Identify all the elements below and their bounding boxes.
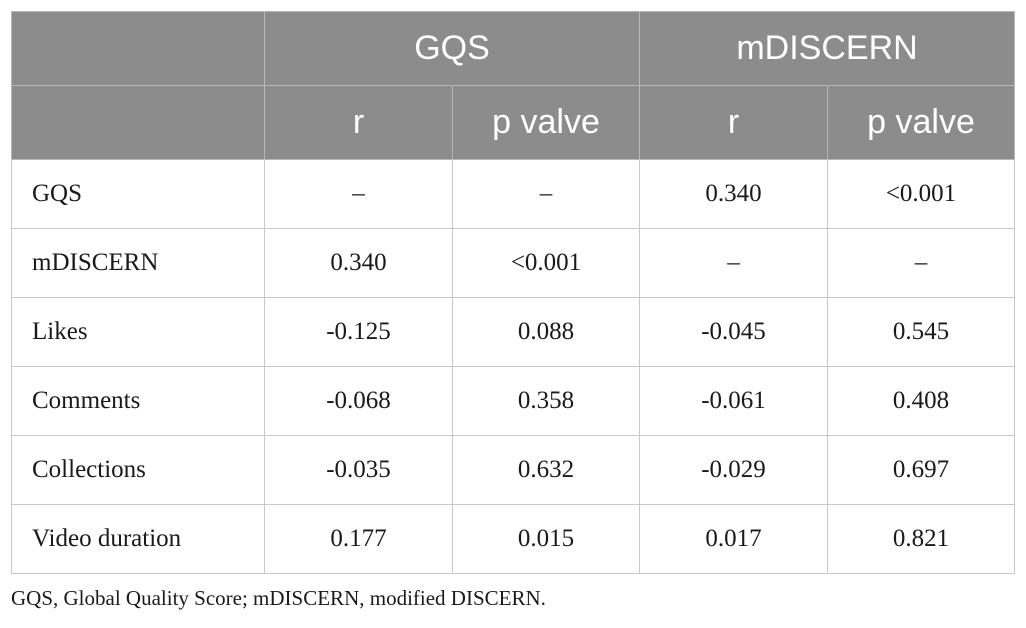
row-label: mDISCERN: [11, 228, 265, 298]
table-row: mDISCERN 0.340 <0.001 – –: [11, 228, 1016, 298]
correlation-table: GQS mDISCERN r p valve r p valve GQS – –…: [11, 11, 1016, 574]
cell-gqs-r: 0.340: [264, 228, 453, 298]
cell-gqs-r: 0.177: [264, 504, 453, 574]
cell-mdiscern-r: -0.045: [639, 297, 829, 367]
cell-gqs-p: <0.001: [451, 228, 641, 298]
table-row: GQS – – 0.340 <0.001: [11, 159, 1016, 229]
header-sub-gqs-r: r: [264, 85, 453, 160]
row-label: Comments: [11, 366, 265, 436]
header-sub-gqs-p: p valve: [451, 85, 641, 160]
table-row: Collections -0.035 0.632 -0.029 0.697: [11, 435, 1016, 505]
cell-gqs-r: -0.035: [264, 435, 453, 505]
cell-gqs-p: 0.358: [451, 366, 641, 436]
cell-mdiscern-r: –: [639, 228, 829, 298]
cell-gqs-p: 0.088: [451, 297, 641, 367]
table-body: GQS – – 0.340 <0.001 mDISCERN 0.340 <0.0…: [11, 159, 1016, 574]
table-footnote: GQS, Global Quality Score; mDISCERN, mod…: [11, 586, 546, 610]
header-sub-mdiscern-r: r: [639, 85, 829, 160]
cell-gqs-r: -0.125: [264, 297, 453, 367]
header-group-mdiscern: mDISCERN: [639, 11, 1016, 86]
cell-mdiscern-p: –: [827, 228, 1016, 298]
cell-mdiscern-r: -0.029: [639, 435, 829, 505]
header-subcolumn-row: r p valve r p valve: [11, 85, 1016, 160]
cell-gqs-p: 0.015: [451, 504, 641, 574]
row-label: GQS: [11, 159, 265, 229]
table-row: Video duration 0.177 0.015 0.017 0.821: [11, 504, 1016, 574]
cell-gqs-r: -0.068: [264, 366, 453, 436]
cell-gqs-p: –: [451, 159, 641, 229]
cell-gqs-r: –: [264, 159, 453, 229]
cell-mdiscern-p: 0.408: [827, 366, 1016, 436]
header-group-gqs: GQS: [263, 11, 641, 86]
table-header: GQS mDISCERN r p valve r p valve: [11, 11, 1016, 160]
row-label: Likes: [11, 297, 265, 367]
table-row: Likes -0.125 0.088 -0.045 0.545: [11, 297, 1016, 367]
cell-mdiscern-p: 0.545: [827, 297, 1016, 367]
cell-gqs-p: 0.632: [451, 435, 641, 505]
row-label: Collections: [11, 435, 265, 505]
cell-mdiscern-p: 0.821: [827, 504, 1016, 574]
cell-mdiscern-r: 0.017: [639, 504, 829, 574]
header-corner-cell: [11, 85, 265, 160]
header-corner-cell: [11, 11, 265, 86]
row-label: Video duration: [11, 504, 265, 574]
cell-mdiscern-r: -0.061: [639, 366, 829, 436]
header-sub-mdiscern-p: p valve: [827, 85, 1016, 160]
cell-mdiscern-r: 0.340: [639, 159, 829, 229]
correlation-table-container: GQS mDISCERN r p valve r p valve GQS – –…: [11, 11, 1016, 574]
cell-mdiscern-p: 0.697: [827, 435, 1016, 505]
header-group-row: GQS mDISCERN: [11, 11, 1016, 86]
table-row: Comments -0.068 0.358 -0.061 0.408: [11, 366, 1016, 436]
cell-mdiscern-p: <0.001: [827, 159, 1016, 229]
